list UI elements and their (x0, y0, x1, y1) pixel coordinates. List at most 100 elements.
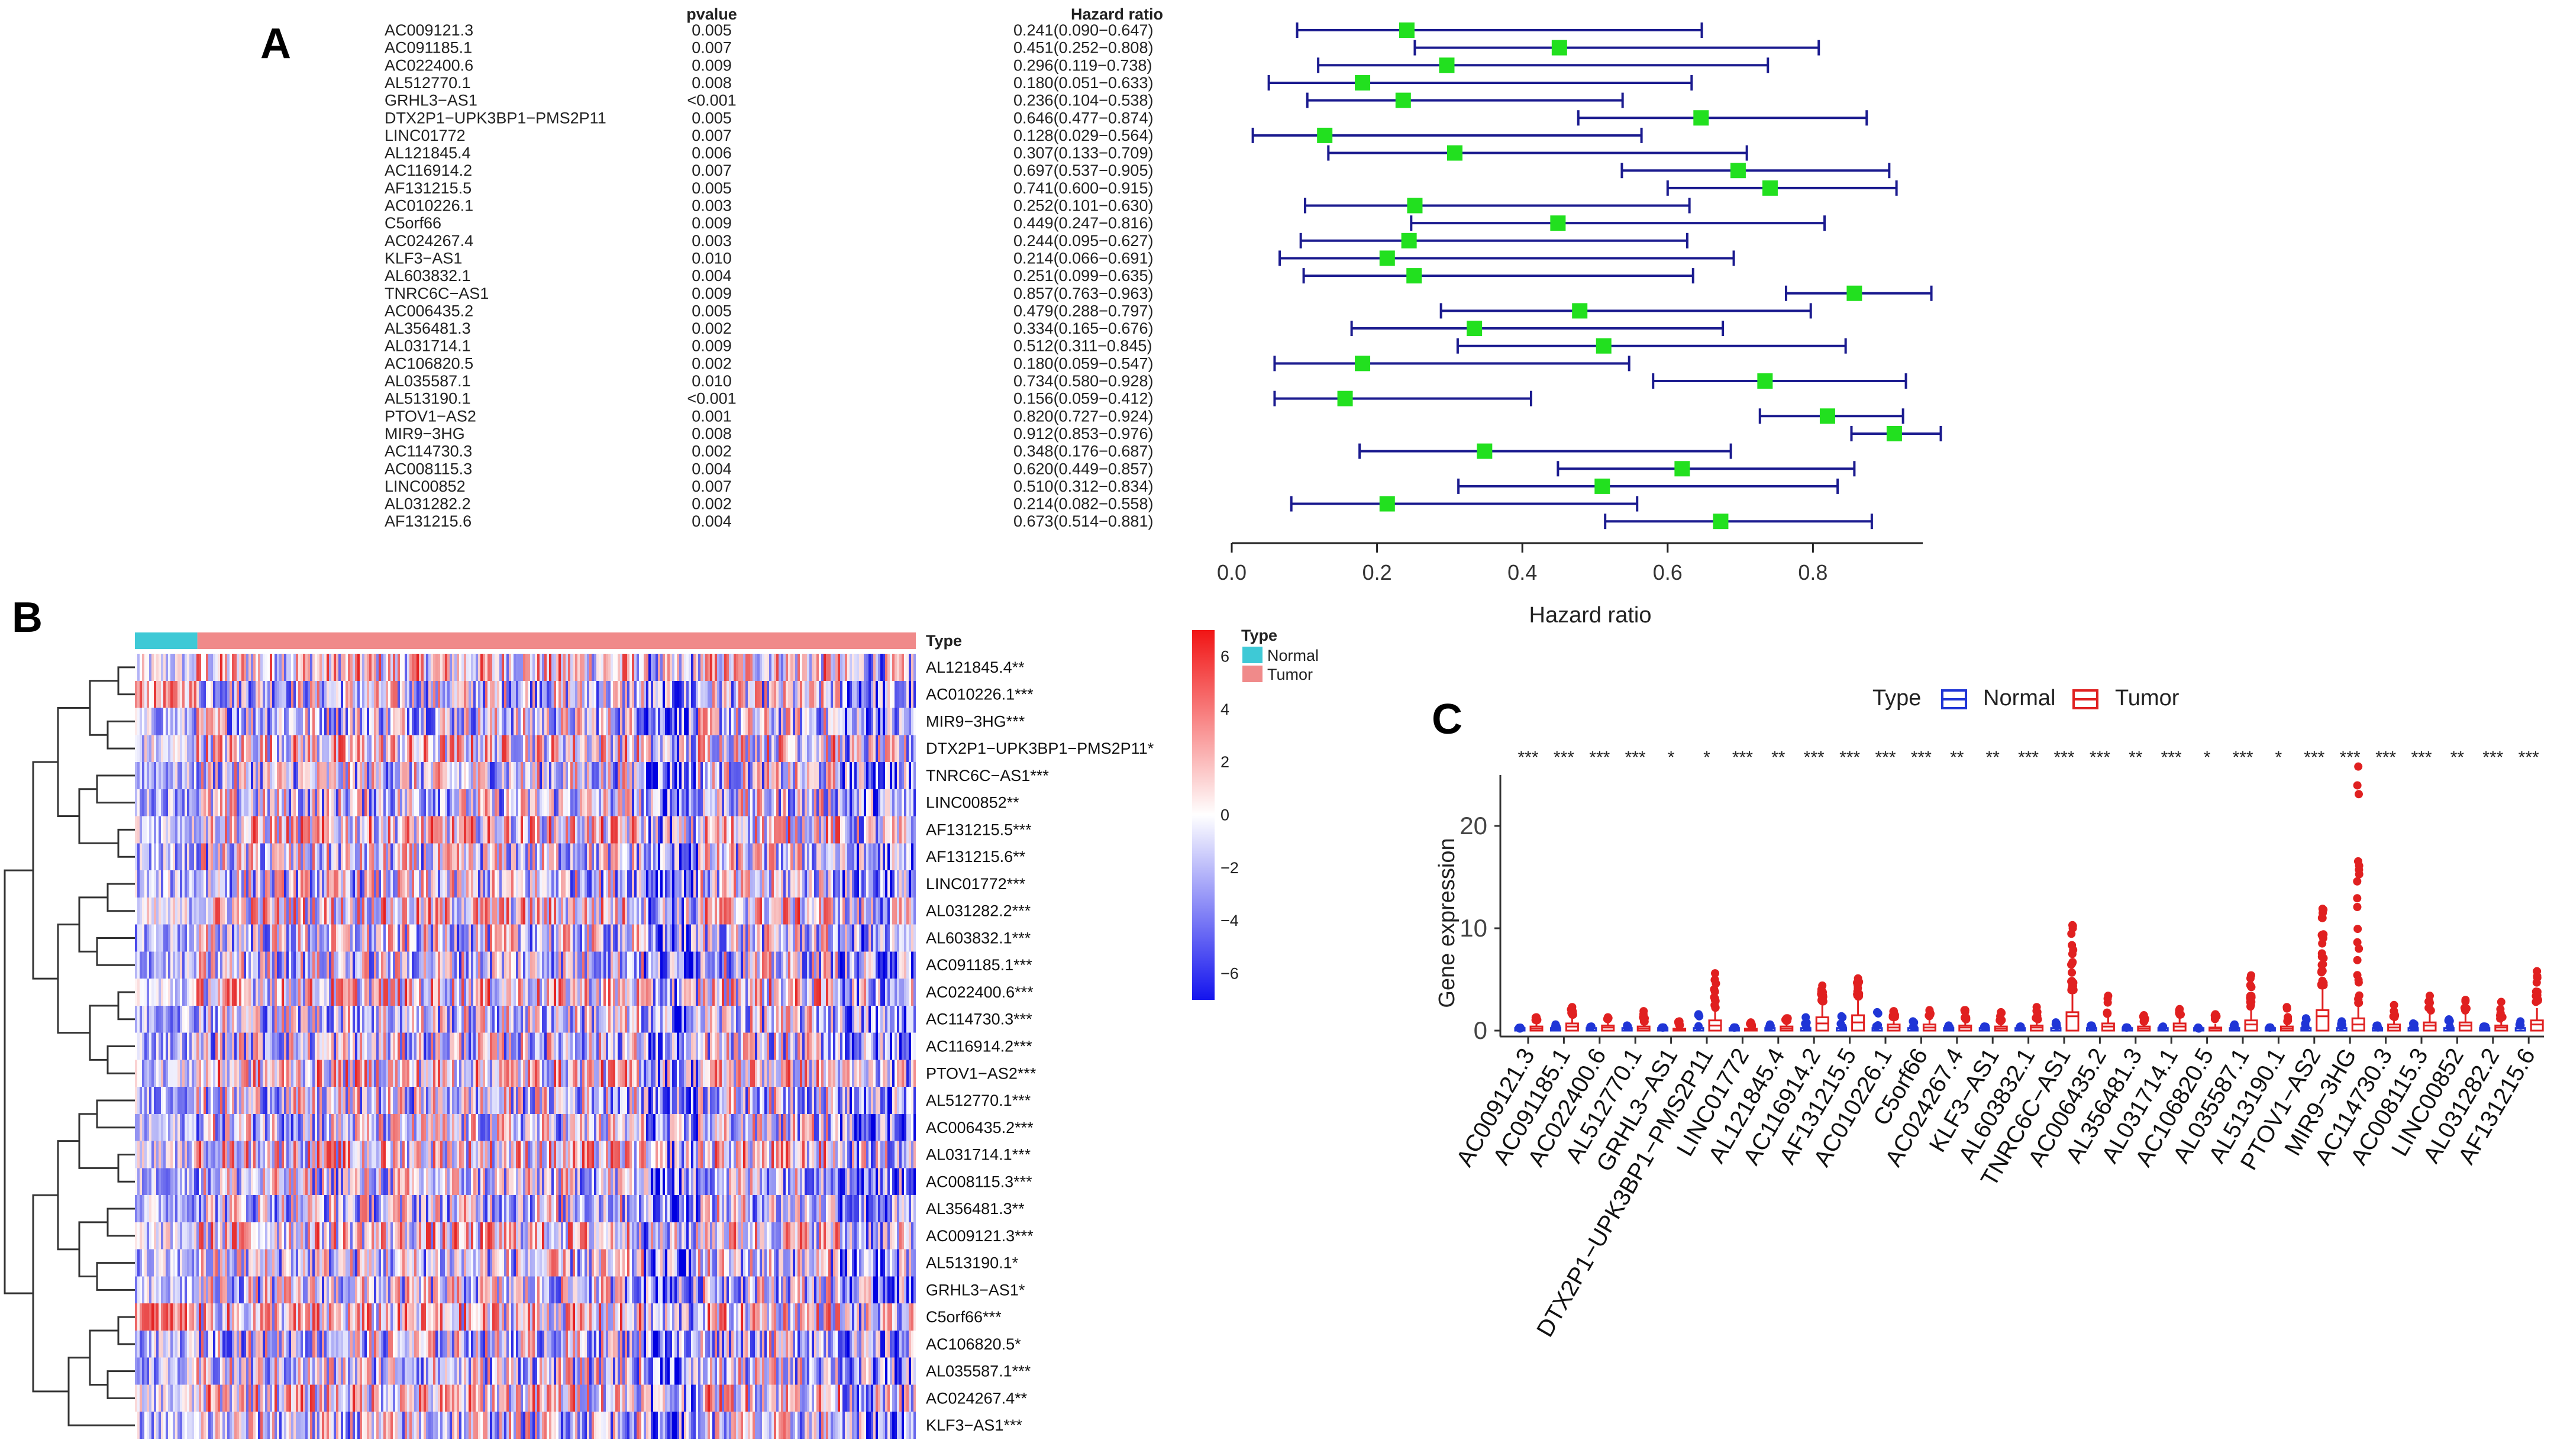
color-scale-tick-label: 4 (1221, 700, 1229, 718)
forest-rows: AC009121.3 0.005 0.241(0.090−0.647) AC09118… (385, 21, 1153, 530)
forest-hr-point (1674, 461, 1690, 477)
box-significance: *** (2519, 748, 2539, 767)
normal-outlier (2337, 1017, 2346, 1026)
forest-hr-text: 0.334(0.165−0.676) (1013, 319, 1153, 337)
forest-gene-label: AL035587.1 (385, 372, 471, 390)
tumor-outlier (2461, 996, 2470, 1005)
heatmap-row-label: AF131215.5*** (926, 821, 1032, 838)
panel-b-letter: B (12, 594, 43, 641)
box-legend: Type Normal Tumor (1872, 686, 2180, 711)
heatmap-row-label: AC024267.4** (926, 1389, 1028, 1407)
tumor-outlier (2247, 993, 2256, 1002)
normal-outlier (1801, 1013, 1810, 1022)
tumor-outlier (2317, 913, 2326, 922)
dendro-branch (106, 1045, 135, 1074)
box-significance: *** (2161, 748, 2182, 767)
heatmap-row-label: GRHL3−AS1* (926, 1281, 1025, 1299)
forest-plot (1251, 22, 1942, 530)
box-significance: ** (2129, 748, 2143, 767)
heatmap-row-label: TNRC6C−AS1*** (926, 767, 1049, 785)
dendro-branch (96, 1262, 135, 1291)
tumor-box (2244, 1019, 2258, 1032)
forest-pvalue: 0.010 (692, 249, 732, 267)
tumor-outlier (2497, 997, 2505, 1006)
forest-hr-point (1730, 163, 1746, 179)
box-significance: *** (1625, 748, 1646, 767)
forest-hr-text: 0.214(0.082−0.558) (1013, 495, 1153, 513)
forest-pvalue: 0.005 (692, 302, 732, 319)
normal-outlier (2016, 1022, 2025, 1031)
forest-hr-text: 0.307(0.133−0.709) (1013, 144, 1153, 162)
tumor-outlier (2246, 981, 2255, 990)
tumor-outlier (1603, 1013, 1612, 1022)
tumor-outlier (2354, 762, 2363, 771)
box-significance: *** (1804, 748, 1825, 767)
forest-pvalue: 0.010 (692, 372, 732, 390)
forest-gene-label: GRHL3−AS1 (385, 92, 477, 109)
forest-hr-text: 0.128(0.029−0.564) (1013, 127, 1153, 144)
tumor-outlier (1568, 1003, 1577, 1012)
tumor-box (2458, 1021, 2472, 1032)
normal-outlier (1623, 1021, 1632, 1030)
forest-hr-text: 0.512(0.311−0.845) (1013, 337, 1152, 355)
tumor-outlier (2355, 861, 2364, 870)
forest-tick-label: 0.6 (1653, 560, 1683, 585)
forest-pvalue: 0.009 (692, 56, 732, 74)
dendro-branch (4, 869, 33, 1294)
heatmap-row-label: AL356481.3** (926, 1200, 1025, 1218)
heatmap-row-label: AL603832.1*** (926, 929, 1031, 947)
forest-hr-text: 0.912(0.853−0.976) (1013, 425, 1153, 443)
forest-gene-label: TNRC6C−AS1 (385, 285, 489, 302)
color-scale-bar (1192, 630, 1215, 1000)
forest-pvalue-header: pvalue (686, 5, 737, 23)
panel-b: B Type AL121845.4** AC010226.1*** MIR9−3HG… (4, 594, 1319, 1439)
forest-hr-point (1439, 57, 1455, 73)
tumor-outlier (1639, 1017, 1648, 1026)
tumor-outlier (2390, 1011, 2399, 1019)
box-significance: *** (1839, 748, 1860, 767)
tumor-outlier (1532, 1013, 1541, 1022)
box-significance: ** (2450, 748, 2465, 767)
heatmap-row-label: MIR9−3HG*** (926, 712, 1025, 730)
tumor-outlier (1961, 1006, 1969, 1015)
tumor-outlier (1710, 975, 1719, 984)
dendro-branch (89, 680, 118, 736)
normal-outlier (2373, 1021, 2382, 1030)
heatmap-cells (135, 654, 916, 1439)
forest-hr-point (1762, 180, 1778, 196)
normal-outlier (1694, 1010, 1703, 1019)
tumor-outlier (1961, 1015, 1970, 1024)
forest-gene-label: C5orf66 (385, 214, 441, 232)
forest-gene-label: AF131215.5 (385, 179, 472, 197)
dendro-branch (67, 1357, 135, 1426)
forest-hr-point (1399, 22, 1415, 38)
tumor-outlier (2390, 1000, 2398, 1009)
forest-tick-label: 0.0 (1217, 560, 1247, 585)
heatmap-row-label: AC022400.6*** (926, 983, 1034, 1001)
type-legend-title: Type (1241, 627, 1277, 644)
tumor-outlier (2354, 995, 2363, 1003)
normal-outlier (2123, 1023, 2132, 1032)
tumor-outlier (2355, 870, 2364, 879)
tumor-outlier (1854, 974, 1862, 983)
box-significance: ** (1771, 748, 1785, 767)
normal-outlier (2230, 1020, 2239, 1029)
heatmap-annotation-title: Type (926, 632, 962, 650)
heatmap-row-label: AC010226.1*** (926, 686, 1034, 703)
forest-pvalue: <0.001 (687, 390, 736, 408)
heatmap-row-label: AC091185.1*** (926, 956, 1032, 974)
normal-outlier (2301, 1014, 2310, 1023)
dendro-branch (57, 707, 90, 818)
forest-hr-point (1693, 110, 1709, 126)
box-significance: *** (2411, 748, 2432, 767)
forest-pvalue: 0.002 (692, 443, 732, 460)
box-significance: ** (1950, 748, 1964, 767)
dendro-branch (89, 1005, 118, 1061)
tumor-outlier (2211, 1010, 2220, 1019)
box-y-ticks: 0 10 20 (1460, 812, 1500, 1044)
dendro-branch (117, 1154, 135, 1183)
forest-hr-text: 0.156(0.059−0.412) (1013, 390, 1153, 408)
tumor-outlier (2353, 955, 2362, 964)
heatmap-raster (135, 654, 916, 1439)
forest-hr-point (1551, 40, 1567, 56)
